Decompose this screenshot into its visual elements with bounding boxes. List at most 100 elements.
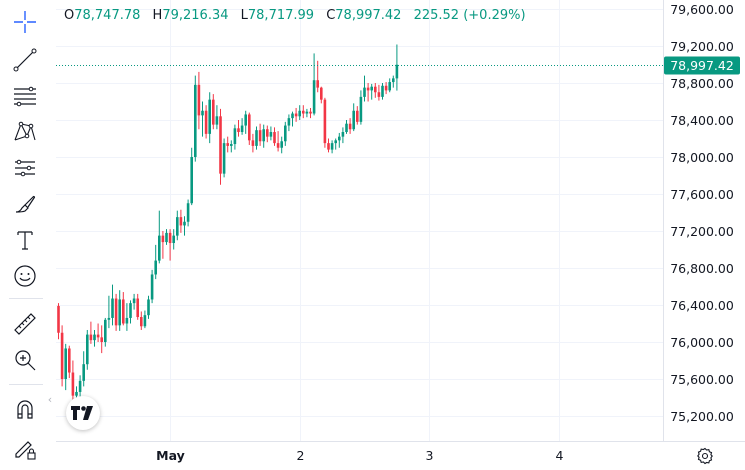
candle [114, 293, 118, 331]
change-value: 225.52 (+0.29%) [413, 8, 526, 23]
price-tick-label: 78,400.00 [670, 113, 734, 128]
open-key: O [64, 8, 75, 23]
candle [291, 111, 294, 127]
trend-line-icon[interactable] [9, 44, 41, 76]
lock-drawings-icon[interactable] [9, 432, 41, 464]
candle-body [201, 110, 204, 116]
candle-body [280, 141, 283, 148]
price-tick-label: 76,800.00 [670, 261, 734, 276]
zoom-in-icon[interactable] [9, 344, 41, 376]
candle-body [338, 136, 341, 141]
candle-body [244, 114, 247, 126]
candle-body [262, 129, 265, 142]
candle [179, 209, 183, 233]
candle-body [345, 123, 348, 133]
tradingview-logo[interactable] [66, 396, 100, 430]
candle [172, 229, 175, 250]
candle-body [388, 82, 391, 91]
candle [150, 269, 154, 304]
toolbar-separator [9, 298, 43, 299]
candle-body [143, 315, 147, 327]
candle-body [222, 143, 226, 174]
time-tick-label: 2 [297, 448, 305, 463]
candle-body [255, 130, 258, 146]
candle [327, 138, 330, 153]
magnet-icon[interactable] [9, 394, 41, 426]
brush-icon[interactable] [9, 188, 41, 220]
time-tick-label: May [156, 448, 185, 463]
candle [93, 329, 96, 347]
candle-body [82, 364, 85, 381]
candle [161, 231, 165, 259]
fib-retracement-icon[interactable] [9, 80, 41, 112]
price-tick-label: 75,600.00 [670, 372, 734, 387]
candle-body [341, 132, 345, 137]
candle [111, 284, 114, 326]
candlestick-series [57, 44, 399, 407]
candle [212, 94, 215, 130]
low-key: L [240, 8, 248, 23]
price-tick-label: 77,600.00 [670, 187, 734, 202]
candle [273, 127, 276, 146]
price-tick-label: 79,600.00 [670, 2, 734, 17]
candle-body [172, 235, 175, 244]
emoji-icon[interactable] [9, 260, 41, 292]
candle-body [370, 86, 373, 91]
candle [381, 83, 384, 100]
candle-body [374, 86, 377, 93]
candle-body [215, 116, 219, 125]
candle-body [273, 132, 276, 144]
price-tick-label: 78,800.00 [670, 76, 734, 91]
candle-body [327, 143, 330, 150]
candle [78, 375, 82, 400]
price-tick-label: 76,000.00 [670, 335, 734, 350]
candle [240, 118, 244, 135]
candle [388, 78, 391, 93]
candle-body [154, 260, 157, 275]
candle [276, 131, 280, 152]
drawing-toolbar [0, 0, 50, 470]
price-tick-label: 79,200.00 [670, 39, 734, 54]
candle [302, 105, 305, 119]
candle-body [194, 84, 197, 157]
candle-body [384, 85, 388, 91]
candle [222, 138, 226, 178]
price-tick-label: 76,400.00 [670, 298, 734, 313]
candle [356, 106, 359, 125]
candle [208, 92, 211, 144]
pattern-icon[interactable] [9, 116, 41, 148]
candle [248, 112, 251, 145]
ruler-icon[interactable] [9, 308, 41, 340]
candle [298, 105, 301, 120]
candle [312, 53, 316, 116]
candle [68, 345, 71, 379]
candle-body [366, 87, 370, 91]
candle [82, 351, 85, 387]
candle [215, 105, 219, 130]
crosshair-icon[interactable] [9, 6, 41, 38]
candle-body [71, 372, 75, 396]
candle-body [309, 111, 312, 114]
candle-body [395, 64, 399, 79]
collapse-toolbar-chevron-icon[interactable]: ‹ [47, 392, 53, 406]
candle-body [176, 217, 179, 236]
candle [219, 108, 222, 185]
candle-body [352, 110, 355, 130]
candle-body [208, 99, 211, 134]
candle [197, 71, 201, 130]
candle [338, 132, 341, 148]
candle-body [89, 334, 93, 341]
candle-body [323, 99, 327, 144]
candle-body [186, 203, 190, 222]
text-icon[interactable] [9, 224, 41, 256]
candle [96, 323, 100, 342]
candle [334, 138, 337, 150]
settings-gear-icon[interactable] [696, 447, 714, 465]
candle [352, 103, 355, 132]
prediction-icon[interactable] [9, 152, 41, 184]
candle [89, 321, 93, 344]
candle [154, 244, 157, 280]
candle-body [330, 143, 334, 150]
candle [107, 295, 111, 329]
